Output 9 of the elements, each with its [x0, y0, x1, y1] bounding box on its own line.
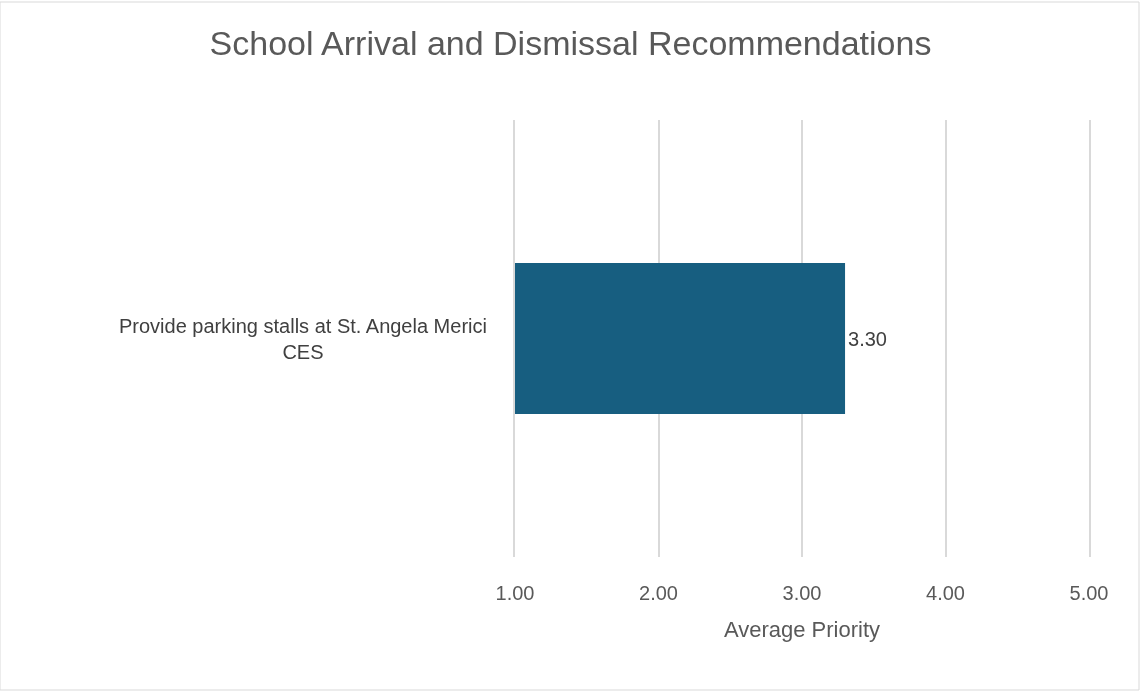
y-tick-label: Provide parking stalls at St. Angela Merici CES — [119, 315, 487, 363]
chart-title: School Arrival and Dismissal Recommendations — [209, 23, 932, 62]
x-tick-label: 5.00 — [1069, 582, 1109, 604]
x-tick-label: 4.00 — [926, 582, 965, 604]
x-tick-label: 3.00 — [782, 582, 822, 604]
x-tick-label: 2.00 — [639, 582, 678, 604]
data-label: 3.30 — [848, 327, 887, 350]
x-axis-title: Average Priority — [723, 616, 881, 642]
x-tick-label: 1.00 — [495, 582, 535, 604]
